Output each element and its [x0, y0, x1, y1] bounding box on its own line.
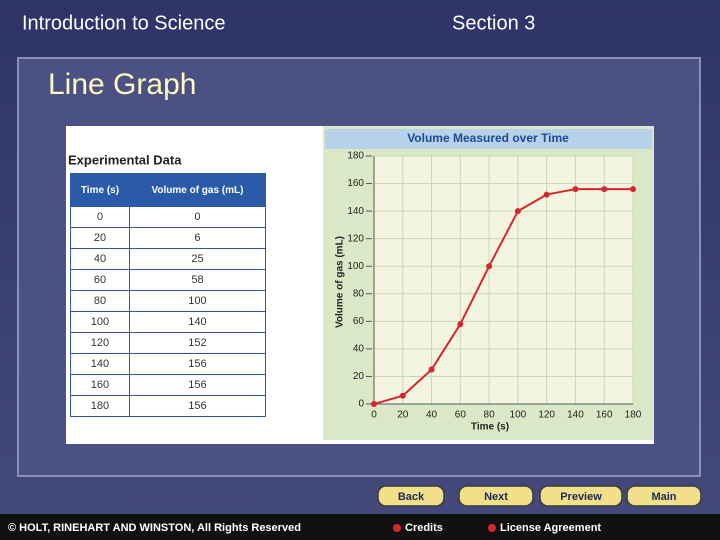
slide-title: Line Graph: [48, 68, 196, 101]
button-label[interactable]: Back: [398, 491, 425, 503]
data-point: [543, 191, 550, 198]
table-cell: 6: [128, 227, 267, 249]
x-tick-label: 140: [567, 410, 584, 421]
x-tick-label: 80: [484, 410, 496, 421]
copyright: © HOLT, RINEHART AND WINSTON, All Rights…: [8, 522, 301, 534]
footer-bar: [0, 514, 720, 540]
table-cell: 80: [70, 290, 130, 312]
data-point: [399, 392, 406, 399]
table-cell: 140: [128, 311, 267, 333]
y-tick-label: 80: [353, 288, 365, 299]
plot-area: [374, 156, 633, 404]
x-tick-label: 40: [426, 410, 438, 421]
table-cell: 140: [70, 353, 130, 375]
data-table: Time (s) Volume of gas (mL) 0 0 20 6 40 25 60 5…: [70, 173, 267, 417]
button-label[interactable]: Main: [651, 491, 676, 503]
table-cell: 180: [70, 395, 130, 417]
link-bullet: [393, 524, 401, 532]
data-point: [371, 401, 377, 407]
x-tick-label: 0: [371, 410, 377, 421]
button-bg: [539, 485, 623, 507]
course-title: Introduction to Science: [22, 12, 225, 34]
table-cell: 100: [70, 311, 130, 333]
table-row: 120 152: [70, 332, 267, 354]
button-bg: [458, 485, 534, 507]
data-point: [572, 186, 579, 193]
column-header: Time (s): [70, 173, 130, 207]
license-link[interactable]: License Agreement: [500, 522, 601, 534]
table-row: 180 156: [70, 395, 267, 417]
table-row: 60 58: [70, 269, 267, 291]
y-tick-label: 20: [353, 371, 365, 382]
table-cell: 0: [128, 206, 267, 228]
table-cell: 60: [70, 269, 130, 291]
y-tick-label: 0: [358, 399, 364, 410]
table-cell: 20: [70, 227, 130, 249]
data-point: [457, 321, 464, 328]
table-row: 100 140: [70, 311, 267, 333]
button-bg: [626, 485, 702, 507]
nav-button[interactable]: Preview: [539, 485, 623, 507]
table-row: 160 156: [70, 374, 267, 396]
data-line: [373, 188, 633, 405]
data-point: [630, 186, 636, 193]
y-tick-label: 160: [347, 178, 364, 189]
x-tick-label: 20: [397, 410, 409, 421]
nav-button[interactable]: Next: [458, 485, 534, 507]
table-row: 20 6: [70, 227, 267, 249]
table-cell: 0: [70, 206, 130, 228]
y-tick-label: 100: [347, 261, 364, 272]
nav-button[interactable]: Main: [626, 485, 702, 507]
button-bg: [377, 485, 445, 507]
nav-buttons: Back Next Preview Main: [377, 485, 702, 507]
table-row: 40 25: [70, 248, 267, 270]
table-cell: 156: [128, 374, 267, 396]
data-point: [486, 263, 493, 270]
x-axis-label: Time (s): [471, 422, 509, 433]
table-cell: 156: [128, 395, 267, 417]
x-tick-label: 120: [538, 410, 555, 421]
data-point: [428, 366, 435, 373]
table-cell: 156: [128, 353, 267, 375]
data-point: [601, 186, 608, 193]
table-row: 80 100: [70, 290, 267, 312]
column-header: Volume of gas (mL): [128, 173, 267, 207]
link-bullet: [488, 524, 496, 532]
button-label[interactable]: Preview: [560, 491, 602, 503]
x-tick-label: 160: [596, 410, 613, 421]
y-tick-label: 140: [347, 206, 364, 217]
chart-title: Volume Measured over Time: [407, 131, 569, 145]
y-tick-label: 40: [353, 344, 365, 355]
table-cell: 152: [128, 332, 267, 354]
data-point: [514, 208, 521, 215]
x-tick-label: 100: [510, 410, 527, 421]
y-tick-label: 60: [353, 316, 365, 327]
table-cell: 160: [70, 374, 130, 396]
table-row: 140 156: [70, 353, 267, 375]
nav-button[interactable]: Back: [377, 485, 445, 507]
table-cell: 100: [128, 290, 267, 312]
section-title: Section 3: [452, 12, 535, 34]
y-axis-label: Volume of gas (mL): [335, 236, 346, 328]
table-title: Experimental Data: [68, 152, 182, 167]
table-cell: 40: [70, 248, 130, 270]
y-tick-label: 120: [347, 233, 364, 244]
button-label[interactable]: Next: [484, 491, 508, 503]
table-cell: 58: [128, 269, 267, 291]
x-tick-label: 180: [625, 410, 642, 421]
chart-title-bar: [325, 129, 652, 149]
table-cell: 25: [128, 248, 267, 270]
y-tick-label: 180: [347, 151, 364, 162]
x-tick-label: 60: [455, 410, 467, 421]
table-cell: 120: [70, 332, 130, 354]
credits-link[interactable]: Credits: [405, 522, 443, 534]
